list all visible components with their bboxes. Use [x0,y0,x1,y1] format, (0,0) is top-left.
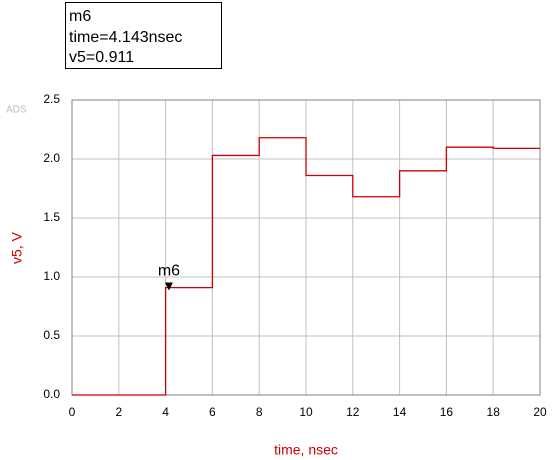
x-tick-label: 16 [440,405,454,419]
x-tick-label: 10 [299,405,313,419]
x-axis-label: time, nsec [274,442,338,458]
x-tick-label: 14 [393,405,407,419]
y-tick-label: 2.0 [43,151,60,165]
x-tick-label: 20 [533,405,547,419]
marker-triangle [164,282,173,291]
y-tick-label: 0.5 [43,328,60,342]
y-tick-label: 2.5 [43,92,60,106]
x-tick-label: 6 [209,405,216,419]
plot-frame [71,99,541,396]
y-axis-label: v5, V [9,231,25,264]
y-tick-label: 1.0 [43,269,60,283]
x-tick-label: 4 [162,405,169,419]
series-line [72,137,540,396]
y-tick-label: 0.0 [43,387,60,401]
y-tick-label: 1.5 [43,210,60,224]
x-tick-label: 12 [346,405,360,419]
x-tick-label: 2 [115,405,122,419]
x-tick-label: 18 [487,405,501,419]
x-tick-label: 0 [69,405,76,419]
marker-box [65,2,222,69]
marker-box-line: v5=0.911 [69,49,134,66]
watermark: ADS [6,105,27,116]
marker-label: m6 [158,263,180,280]
marker-box-line: time=4.143nsec [69,29,182,46]
marker-box-name: m6 [69,8,91,25]
x-tick-label: 8 [256,405,263,419]
